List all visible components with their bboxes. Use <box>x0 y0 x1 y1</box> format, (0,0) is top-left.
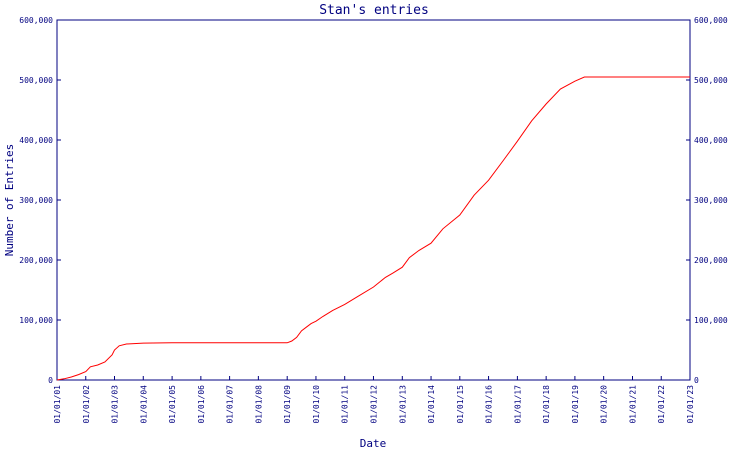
x-tick-label: 01/01/20 <box>600 385 609 424</box>
y-tick-label-left: 500,000 <box>19 76 53 85</box>
y-tick-label-left: 600,000 <box>19 16 53 25</box>
x-tick-label: 01/01/19 <box>571 385 580 424</box>
x-tick-label: 01/01/10 <box>312 385 321 424</box>
y-axis-title: Number of Entries <box>3 144 16 257</box>
y-tick-label-left: 100,000 <box>19 316 53 325</box>
y-tick-label-left: 200,000 <box>19 256 53 265</box>
x-tick-label: 01/01/05 <box>168 385 177 424</box>
x-tick-label: 01/01/12 <box>369 385 378 424</box>
y-tick-label-left: 300,000 <box>19 196 53 205</box>
x-tick-label: 01/01/11 <box>341 385 350 424</box>
x-axis: 01/01/01 01/01/02 01/01/03 01/01/04 01/01/05… <box>53 376 695 424</box>
y-tick-label-right: 500,000 <box>694 76 728 85</box>
x-tick-label: 01/01/17 <box>513 385 522 424</box>
y-axis-left: 0 100,000 200,000 300,000 400,000 500,000 600,… <box>19 16 61 385</box>
x-tick-label: 01/01/08 <box>254 385 263 424</box>
x-tick-label: 01/01/21 <box>628 385 637 424</box>
x-tick-label: 01/01/06 <box>197 385 206 424</box>
y-tick-label-right: 0 <box>694 376 699 385</box>
x-tick-label: 01/01/18 <box>542 385 551 424</box>
x-tick-label: 01/01/03 <box>111 385 120 424</box>
x-tick-label: 01/01/16 <box>485 385 494 424</box>
series-line <box>56 76 690 381</box>
plot-frame <box>56 19 691 381</box>
x-tick-label: 01/01/13 <box>398 385 407 424</box>
series-layer <box>56 76 690 381</box>
chart-title: Stan's entries <box>319 3 429 18</box>
x-tick-label: 01/01/04 <box>139 385 148 424</box>
x-tick-label: 01/01/01 <box>53 385 62 424</box>
y-tick-label-right: 100,000 <box>694 316 728 325</box>
y-tick-label-right: 400,000 <box>694 136 728 145</box>
y-tick-label-right: 200,000 <box>694 256 728 265</box>
y-tick-label-right: 600,000 <box>694 16 728 25</box>
y-axis-right: 0 100,000 200,000 300,000 400,000 500,000 600,… <box>686 16 728 385</box>
y-tick-label-right: 300,000 <box>694 196 728 205</box>
x-tick-label: 01/01/02 <box>82 385 91 424</box>
x-tick-label: 01/01/07 <box>226 385 235 424</box>
y-tick-label-left: 400,000 <box>19 136 53 145</box>
y-tick-label-left: 0 <box>48 376 53 385</box>
x-tick-label: 01/01/09 <box>283 385 292 424</box>
x-tick-label: 01/01/15 <box>456 385 465 424</box>
x-tick-label: 01/01/14 <box>427 385 436 424</box>
x-tick-label: 01/01/23 <box>686 385 695 424</box>
x-tick-label: 01/01/22 <box>657 385 666 424</box>
x-axis-title: Date <box>360 437 387 450</box>
